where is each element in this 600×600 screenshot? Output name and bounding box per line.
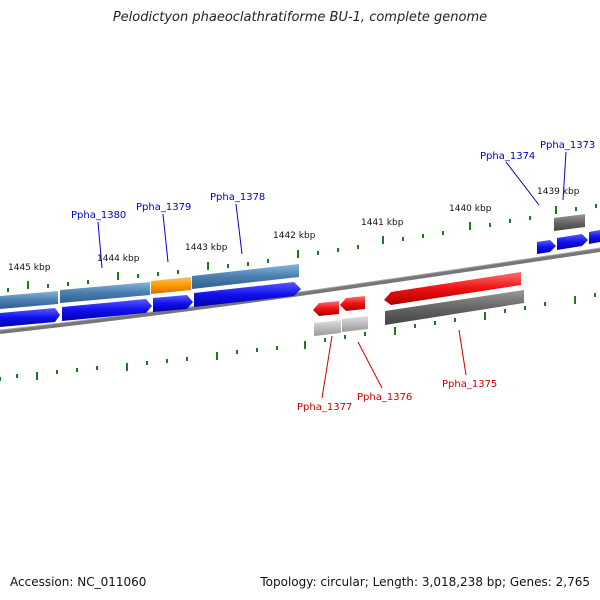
gene-block-steelblue[interactable] bbox=[60, 282, 150, 303]
gene-label: Ppha_1377 bbox=[297, 402, 352, 413]
gene-label: Ppha_1375 bbox=[442, 379, 497, 390]
gene-label: Ppha_1378 bbox=[210, 192, 265, 203]
label-leaders-forward bbox=[97, 151, 567, 269]
reverse-inner-row bbox=[314, 290, 524, 336]
gene-block-lightgray[interactable] bbox=[342, 316, 368, 332]
gene-block-orange[interactable] bbox=[151, 277, 191, 294]
page-title: Pelodictyon phaeoclathratiforme BU-1, co… bbox=[112, 10, 488, 25]
gene-arrow-blue[interactable] bbox=[557, 234, 588, 250]
gene-block-lightgray[interactable] bbox=[314, 320, 341, 336]
gene-arrow-blue[interactable] bbox=[589, 230, 600, 244]
reverse-outer-row bbox=[313, 272, 521, 316]
gene-label: Ppha_1376 bbox=[357, 392, 412, 403]
gene-label: Ppha_1373 bbox=[540, 140, 595, 151]
forward-outer-row bbox=[0, 214, 585, 309]
genome-summary: Topology: circular; Length: 3,018,238 bp… bbox=[260, 575, 590, 589]
gene-arrow-blue[interactable] bbox=[62, 299, 152, 321]
gene-arrow-red[interactable] bbox=[340, 296, 365, 311]
gene-block-gray[interactable] bbox=[554, 214, 585, 231]
accession-label: Accession: NC_011060 bbox=[10, 575, 147, 589]
outer-tick-ring bbox=[7, 204, 597, 292]
gene-arrow-blue[interactable] bbox=[194, 282, 301, 307]
genome-backbone bbox=[0, 248, 600, 334]
gene-arrow-blue[interactable] bbox=[153, 295, 193, 312]
gene-block-steelblue[interactable] bbox=[0, 291, 58, 309]
label-leaders-reverse bbox=[321, 329, 467, 399]
gene-label: Ppha_1379 bbox=[136, 202, 191, 213]
kbp-label: 1439 kbp bbox=[537, 187, 580, 197]
gene-label: Ppha_1380 bbox=[71, 210, 126, 221]
inner-tick-ring bbox=[0, 293, 596, 381]
gene-arrow-red[interactable] bbox=[384, 272, 521, 305]
kbp-label: 1442 kbp bbox=[273, 231, 316, 241]
forward-inner-row bbox=[0, 230, 600, 327]
kbp-label: 1444 kbp bbox=[97, 254, 140, 264]
gene-arrow-blue[interactable] bbox=[537, 240, 556, 254]
gene-arrow-red[interactable] bbox=[313, 301, 339, 316]
genome-backbone-highlight bbox=[0, 247, 600, 331]
kbp-label: 1445 kbp bbox=[8, 263, 51, 273]
gene-arrow-blue[interactable] bbox=[0, 308, 60, 327]
gene-label: Ppha_1374 bbox=[480, 151, 535, 162]
gene-block-steelblue[interactable] bbox=[192, 264, 299, 289]
gene-block-gray[interactable] bbox=[385, 290, 524, 325]
kbp-label: 1443 kbp bbox=[185, 243, 228, 253]
kbp-label: 1441 kbp bbox=[361, 218, 404, 228]
kbp-label: 1440 kbp bbox=[449, 204, 492, 214]
